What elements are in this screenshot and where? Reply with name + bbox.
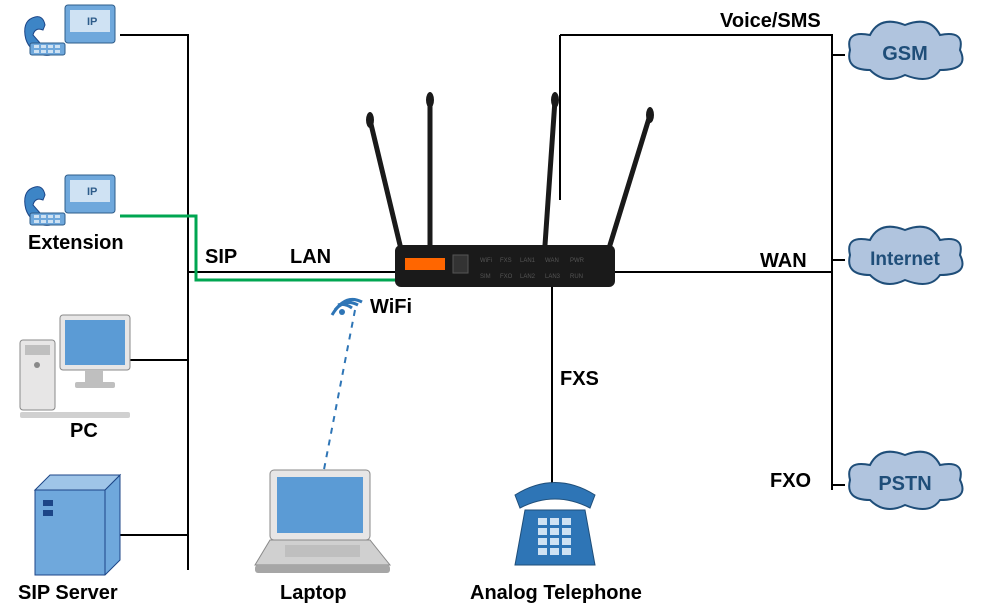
fxs-edge-label: FXS [560,368,599,391]
lan-edge-label: LAN [290,246,331,269]
sip-line [120,216,400,280]
router-icon: WiFi FXS LAN1 WAN PWR SIM FXO LAN2 LAN3 RUN [366,92,654,287]
svg-text:LAN1: LAN1 [520,258,536,264]
laptop-label: Laptop [280,582,347,605]
gsm-label: GSM [882,43,928,65]
svg-text:WAN: WAN [545,258,559,264]
svg-text:LAN3: LAN3 [545,274,561,280]
wifi-line [320,310,355,490]
svg-text:FXS: FXS [500,258,512,264]
pc-label: PC [70,420,98,443]
svg-text:FXO: FXO [500,274,513,280]
svg-text:PWR: PWR [570,258,585,264]
internet-label: Internet [870,249,940,270]
sip-server-icon [35,475,120,575]
svg-text:SIM: SIM [480,274,491,280]
analog-telephone-icon [515,483,595,566]
black-lines [120,35,845,570]
svg-text:IP: IP [87,16,97,28]
fxo-edge-label: FXO [770,470,811,493]
internet-cloud: Internet [849,227,962,284]
ip-phone-extension-icon: IP [25,175,115,225]
svg-text:WiFi: WiFi [480,258,492,264]
pstn-label: PSTN [878,473,931,495]
extension-label: Extension [28,232,124,255]
wifi-edge-label: WiFi [370,296,412,319]
wan-edge-label: WAN [760,250,807,273]
voicesms-edge-label: Voice/SMS [720,10,821,33]
svg-text:IP: IP [87,186,97,198]
laptop-icon [255,470,390,573]
ip-phone-icon: IP [25,5,115,55]
network-diagram: IP IP [0,0,1000,614]
sip-server-label: SIP Server [18,582,118,605]
pstn-cloud: PSTN [849,452,962,509]
svg-text:RUN: RUN [570,274,583,280]
wifi-icon [332,299,362,315]
gsm-cloud: GSM [849,22,962,79]
svg-text:LAN2: LAN2 [520,274,536,280]
analog-telephone-label: Analog Telephone [470,582,642,605]
pc-icon [20,315,130,418]
sip-edge-label: SIP [205,246,237,269]
